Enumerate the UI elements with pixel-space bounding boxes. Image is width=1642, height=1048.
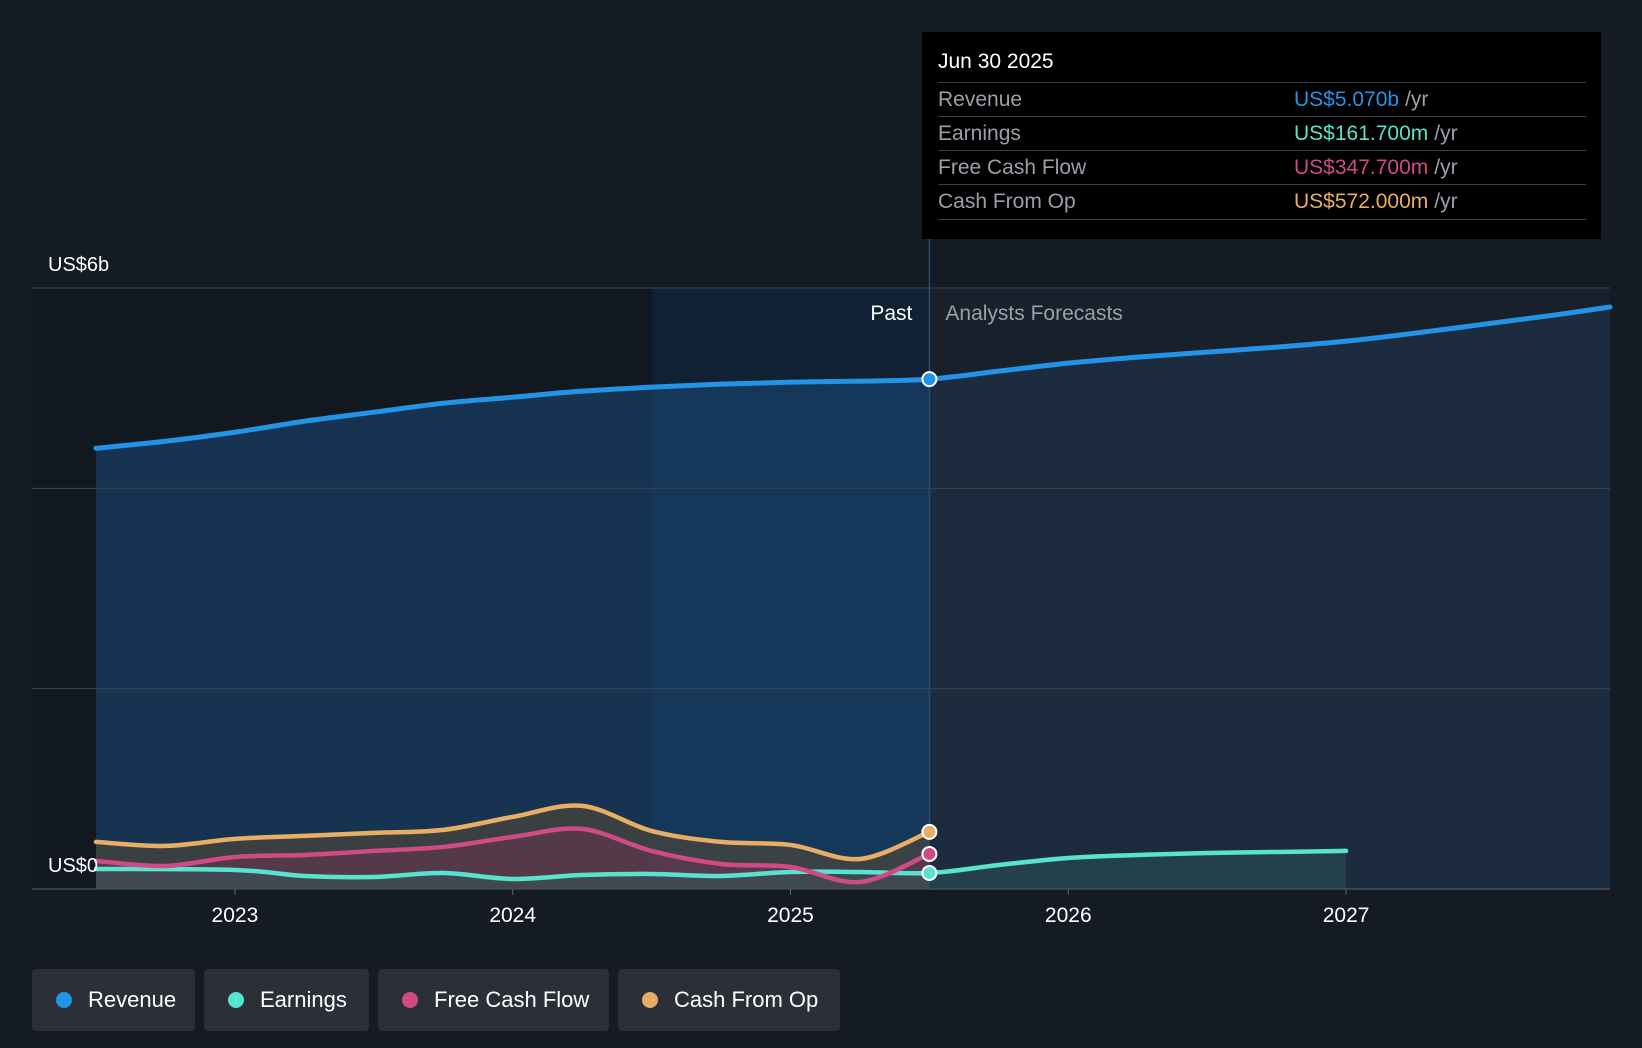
legend-dot-icon	[402, 992, 418, 1008]
tooltip-date: Jun 30 2025	[938, 50, 1054, 73]
legend-label: Earnings	[260, 987, 347, 1012]
revenue-marker	[921, 371, 938, 388]
revenue-line	[93, 304, 1613, 451]
cash-from-op-line	[93, 803, 932, 862]
legend-item-free-cash-flow[interactable]: Free Cash Flow	[378, 969, 609, 1031]
legend-item-earnings[interactable]: Earnings	[204, 969, 369, 1031]
revenue-area-past	[96, 379, 930, 889]
x-tick-label: 2027	[1323, 904, 1370, 927]
tooltip-row-fcf: Free Cash Flow US$347.700m/yr	[938, 150, 1586, 185]
tooltip-row-cfo: Cash From Op US$572.000m/yr	[938, 184, 1586, 220]
legend-item-revenue[interactable]: Revenue	[32, 969, 195, 1031]
x-tick-label: 2024	[489, 904, 536, 927]
y-axis-max-label: US$6b	[48, 254, 109, 276]
forecast-region-background	[929, 288, 1610, 889]
tooltip-value: US$5.070b/yr	[1294, 88, 1429, 111]
tooltip: Jun 30 2025 Revenue US$5.070b/yr Earning…	[922, 32, 1601, 239]
free-cash-flow-marker	[921, 845, 938, 862]
legend-dot-icon	[642, 992, 658, 1008]
x-tick-label: 2025	[767, 904, 814, 927]
legend-dot-icon	[228, 992, 244, 1008]
legend-dot-icon	[56, 992, 72, 1008]
forecast-label: Analysts Forecasts	[945, 302, 1122, 325]
legend-item-cash-from-op[interactable]: Cash From Op	[618, 969, 840, 1031]
legend-label: Cash From Op	[674, 987, 819, 1012]
cash-from-op-marker	[921, 823, 938, 840]
tooltip-row-revenue: Revenue US$5.070b/yr	[938, 82, 1586, 117]
revenue-area-forecast	[929, 307, 1610, 889]
tooltip-label: Revenue	[938, 88, 1023, 111]
tooltip-value: US$161.700m/yr	[1294, 122, 1458, 145]
x-tick-label: 2026	[1045, 904, 1092, 927]
earnings-marker	[921, 864, 938, 881]
earnings-area	[96, 850, 1347, 889]
x-tick-label: 2023	[212, 904, 259, 927]
past-label: Past	[870, 302, 912, 325]
legend-label: Free Cash Flow	[434, 987, 590, 1012]
tooltip-label: Earnings	[938, 122, 1021, 145]
tooltip-label: Free Cash Flow	[938, 156, 1087, 179]
legend-label: Revenue	[88, 987, 177, 1012]
tooltip-label: Cash From Op	[938, 190, 1076, 213]
earnings-line	[93, 848, 1349, 882]
y-axis-min-label: US$0	[48, 855, 98, 877]
free-cash-flow-line	[93, 826, 932, 885]
tooltip-value: US$347.700m/yr	[1294, 156, 1458, 179]
tooltip-row-earnings: Earnings US$161.700m/yr	[938, 116, 1586, 151]
tooltip-value: US$572.000m/yr	[1294, 190, 1458, 213]
